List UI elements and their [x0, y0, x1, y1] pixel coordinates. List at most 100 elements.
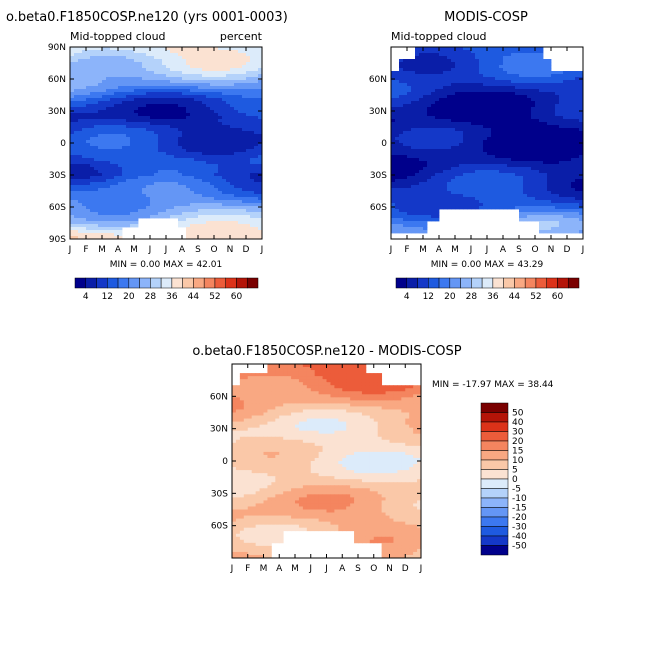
field-cell: [515, 89, 520, 93]
field-cell: [415, 146, 420, 150]
field-cell: [122, 113, 127, 117]
field-cell: [491, 74, 496, 78]
field-cell: [102, 137, 107, 141]
field-cell: [551, 140, 556, 144]
field-cell: [98, 224, 103, 228]
field-cell: [399, 59, 404, 63]
field-cell: [443, 164, 448, 168]
field-cell: [507, 47, 512, 51]
field-cell: [182, 98, 187, 102]
field-cell: [479, 74, 484, 78]
field-cell: [559, 170, 564, 174]
field-cell: [82, 98, 87, 102]
field-cell: [162, 59, 167, 63]
field-cell: [198, 137, 203, 141]
field-cell: [74, 47, 79, 51]
field-cell: [118, 227, 123, 231]
field-cell: [182, 59, 187, 63]
field-cell: [218, 179, 223, 183]
field-cell: [134, 68, 139, 72]
field-cell: [190, 224, 195, 228]
field-cell: [571, 104, 576, 108]
field-cell: [511, 128, 516, 132]
field-cell: [186, 122, 191, 126]
field-cell: [86, 149, 91, 153]
field-cell: [198, 95, 203, 99]
field-cell: [254, 65, 259, 69]
field-cell: [170, 179, 175, 183]
field-cell: [246, 200, 251, 204]
field-cell: [166, 200, 171, 204]
field-cell: [126, 206, 131, 210]
field-cell: [178, 215, 183, 219]
field-cell: [471, 47, 476, 51]
field-cell: [475, 59, 480, 63]
field-cell: [499, 71, 504, 75]
field-cell: [78, 56, 83, 60]
field-cell: [242, 83, 247, 87]
field-cell: [495, 128, 500, 132]
field-cell: [495, 134, 500, 138]
field-cell: [202, 86, 207, 90]
field-cell: [411, 98, 416, 102]
field-cell: [246, 131, 251, 135]
field-cell: [106, 116, 111, 120]
field-cell: [403, 107, 408, 111]
field-cell: [547, 170, 552, 174]
field-cell: [234, 113, 239, 117]
field-cell: [555, 122, 560, 126]
field-cell: [527, 110, 532, 114]
field-cell: [527, 101, 532, 105]
field-cell: [515, 119, 520, 123]
field-cell: [234, 110, 239, 114]
field-cell: [118, 125, 123, 129]
field-cell: [419, 92, 424, 96]
field-cell: [407, 122, 412, 126]
field-cell: [507, 86, 512, 90]
field-cell: [198, 77, 203, 81]
field-cell: [154, 191, 159, 195]
field-cell: [563, 125, 568, 129]
field-cell: [198, 152, 203, 156]
field-cell: [162, 149, 167, 153]
field-cell: [543, 161, 548, 165]
field-cell: [547, 131, 552, 135]
field-cell: [214, 173, 219, 177]
field-cell: [154, 74, 159, 78]
field-cell: [166, 137, 171, 141]
field-cell: [210, 101, 215, 105]
field-cell: [98, 62, 103, 66]
field-cell: [226, 50, 231, 54]
field-cell: [423, 167, 428, 171]
field-cell: [166, 215, 171, 219]
field-cell: [567, 113, 572, 117]
field-cell: [439, 152, 444, 156]
field-cell: [527, 74, 532, 78]
field-cell: [114, 200, 119, 204]
field-cell: [483, 50, 488, 54]
field-cell: [134, 155, 139, 159]
field-cell: [166, 173, 171, 177]
field-cell: [206, 125, 211, 129]
field-cell: [511, 95, 516, 99]
field-cell: [174, 80, 179, 84]
field-cell: [142, 122, 147, 126]
field-cell: [527, 143, 532, 147]
field-cell: [391, 71, 396, 75]
field-cell: [162, 74, 167, 78]
field-cell: [210, 152, 215, 156]
field-cell: [146, 206, 151, 210]
field-cell: [242, 215, 247, 219]
field-cell: [419, 113, 424, 117]
field-cell: [503, 59, 508, 63]
field-cell: [567, 116, 572, 120]
field-cell: [459, 53, 464, 57]
field-cell: [230, 224, 235, 228]
field-cell: [214, 224, 219, 228]
field-cell: [118, 152, 123, 156]
field-cell: [122, 86, 127, 90]
field-cell: [511, 116, 516, 120]
field-cell: [78, 197, 83, 201]
field-cell: [415, 101, 420, 105]
